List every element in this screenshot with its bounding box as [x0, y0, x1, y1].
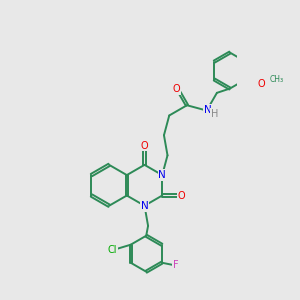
Text: O: O	[178, 190, 185, 200]
Text: CH₃: CH₃	[269, 75, 284, 84]
Text: H: H	[211, 109, 218, 119]
Text: N: N	[158, 170, 166, 180]
Text: N: N	[141, 201, 148, 211]
Text: O: O	[173, 84, 180, 94]
Text: O: O	[141, 141, 148, 151]
Text: F: F	[173, 260, 178, 270]
Text: N: N	[204, 105, 212, 115]
Text: O: O	[258, 79, 266, 89]
Text: Cl: Cl	[107, 245, 117, 255]
